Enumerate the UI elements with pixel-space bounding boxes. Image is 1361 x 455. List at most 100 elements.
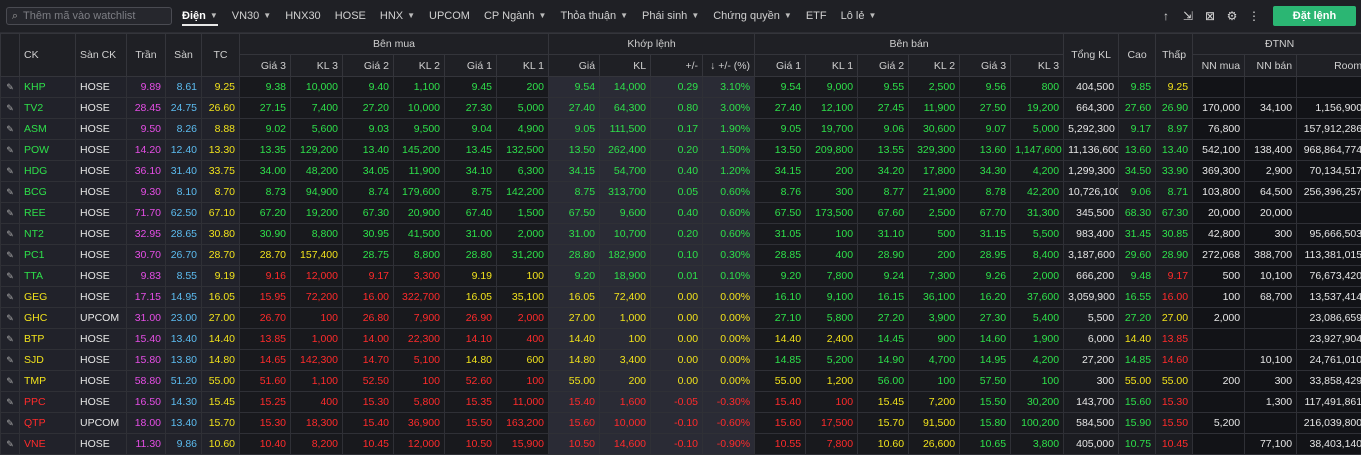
pin-icon[interactable]: ✎ (0, 412, 20, 434)
buy-cell[interactable]: 35,100 (495, 286, 550, 308)
sell-header-4[interactable]: Giá 3 (959, 54, 1012, 77)
pin-icon[interactable]: ✎ (0, 160, 20, 182)
sell-cell[interactable]: 11,900 (908, 97, 961, 119)
sell-cell[interactable]: 4,700 (908, 349, 961, 371)
buy-cell[interactable]: 1,500 (495, 202, 550, 224)
pin-icon[interactable]: ✎ (0, 349, 20, 371)
tab-2[interactable]: HNX30 (285, 0, 320, 32)
sell-cell[interactable]: 100 (805, 223, 859, 245)
sell-cell[interactable]: 4,200 (1010, 160, 1065, 182)
buy-cell[interactable]: 8.75 (444, 181, 497, 203)
table-row[interactable]: ✎ PPC HOSE 16.50 14.30 15.45 15.25 400 15.30 5,80… (0, 391, 1361, 413)
sell-cell[interactable]: 14.85 (754, 349, 807, 371)
sell-cell[interactable]: 9.06 (857, 118, 910, 140)
buy-cell[interactable]: 27.20 (342, 97, 394, 119)
sell-cell[interactable]: 500 (908, 223, 961, 245)
sell-cell[interactable]: 2,000 (1010, 265, 1065, 287)
buy-cell[interactable]: 30.90 (239, 223, 291, 245)
sell-cell[interactable]: 30,600 (908, 118, 961, 140)
sell-cell[interactable]: 2,500 (908, 76, 961, 98)
buy-header-5[interactable]: KL 1 (495, 54, 550, 77)
buy-cell[interactable]: 26.90 (444, 307, 497, 329)
sell-header-5[interactable]: KL 3 (1010, 54, 1065, 77)
sell-cell[interactable]: 31.10 (857, 223, 910, 245)
sell-cell[interactable]: 31.05 (754, 223, 807, 245)
sell-cell[interactable]: 8.77 (857, 181, 910, 203)
pin-icon[interactable]: ✎ (0, 307, 20, 329)
buy-cell[interactable]: 9.04 (444, 118, 497, 140)
sell-cell[interactable]: 15.70 (857, 412, 910, 434)
sell-cell[interactable]: 1,147,600 (1010, 139, 1065, 161)
sell-cell[interactable]: 100 (805, 391, 859, 413)
sell-cell[interactable]: 10.55 (754, 433, 807, 455)
sell-cell[interactable]: 100 (908, 370, 961, 392)
buy-cell[interactable]: 27.15 (239, 97, 291, 119)
header-high[interactable]: Cao (1118, 33, 1157, 77)
header-low[interactable]: Thấp (1155, 33, 1194, 77)
sell-header-2[interactable]: Giá 2 (857, 54, 910, 77)
buy-cell[interactable]: 10,000 (393, 97, 445, 119)
stock-symbol[interactable]: ASM (19, 118, 76, 140)
stock-symbol[interactable]: PPC (19, 391, 76, 413)
header-ck[interactable]: CK (19, 33, 76, 77)
sell-cell[interactable]: 209,800 (805, 139, 859, 161)
sell-cell[interactable]: 9.26 (959, 265, 1012, 287)
sell-cell[interactable]: 7,200 (908, 391, 961, 413)
sell-cell[interactable]: 28.95 (959, 244, 1012, 266)
sell-cell[interactable]: 8.76 (754, 181, 807, 203)
table-row[interactable]: ✎ SJD HOSE 15.80 13.80 14.80 14.65 142,300 14.70… (0, 349, 1361, 371)
match-header-3[interactable]: ↓ +/- (%) (702, 54, 756, 77)
sell-cell[interactable]: 91,500 (908, 412, 961, 434)
sell-cell[interactable]: 2,400 (805, 328, 859, 350)
sell-cell[interactable]: 15.40 (754, 391, 807, 413)
match-header-1[interactable]: KL (599, 54, 652, 77)
tab-9[interactable]: Chứng quyền ▼ (713, 0, 792, 32)
sell-cell[interactable]: 67.50 (754, 202, 807, 224)
sell-cell[interactable]: 329,300 (908, 139, 961, 161)
buy-header-2[interactable]: Giá 2 (342, 54, 394, 77)
sell-cell[interactable]: 14.45 (857, 328, 910, 350)
sell-cell[interactable]: 8,400 (1010, 244, 1065, 266)
table-row[interactable]: ✎ POW HOSE 14.20 12.40 13.30 13.35 129,200 13.40… (0, 139, 1361, 161)
buy-cell[interactable]: 1,100 (393, 76, 445, 98)
sell-cell[interactable]: 37,600 (1010, 286, 1065, 308)
sell-cell[interactable]: 31,300 (1010, 202, 1065, 224)
buy-cell[interactable]: 15.40 (342, 412, 394, 434)
buy-cell[interactable]: 16.00 (342, 286, 394, 308)
tab-6[interactable]: CP Ngành ▼ (484, 0, 546, 32)
table-row[interactable]: ✎ TTA HOSE 9.83 8.55 9.19 9.16 12,000 9.17 3,300 9… (0, 265, 1361, 287)
buy-cell[interactable]: 1,000 (290, 328, 343, 350)
sell-cell[interactable]: 5,000 (1010, 118, 1065, 140)
sell-cell[interactable]: 5,200 (805, 349, 859, 371)
table-row[interactable]: ✎ ASM HOSE 9.50 8.26 8.88 9.02 5,600 9.03 9,500 9.… (0, 118, 1361, 140)
buy-header-0[interactable]: Giá 3 (239, 54, 291, 77)
buy-cell[interactable]: 41,500 (393, 223, 445, 245)
buy-cell[interactable]: 8,800 (393, 244, 445, 266)
buy-cell[interactable]: 132,500 (495, 139, 550, 161)
buy-cell[interactable]: 48,200 (290, 160, 343, 182)
buy-cell[interactable]: 14.10 (444, 328, 497, 350)
table-row[interactable]: ✎ HDG HOSE 36.10 31.40 33.75 34.00 48,200 34.05 1… (0, 160, 1361, 182)
sell-cell[interactable]: 5,500 (1010, 223, 1065, 245)
sell-cell[interactable]: 34.20 (857, 160, 910, 182)
sell-cell[interactable]: 9.05 (754, 118, 807, 140)
stock-symbol[interactable]: BTP (19, 328, 76, 350)
sell-cell[interactable]: 15.80 (959, 412, 1012, 434)
buy-cell[interactable]: 94,900 (290, 181, 343, 203)
buy-cell[interactable]: 2,000 (495, 307, 550, 329)
sell-cell[interactable]: 17,500 (805, 412, 859, 434)
buy-cell[interactable]: 6,300 (495, 160, 550, 182)
buy-cell[interactable]: 67.20 (239, 202, 291, 224)
match-header-2[interactable]: +/- (650, 54, 704, 77)
buy-cell[interactable]: 28.70 (239, 244, 291, 266)
sell-cell[interactable]: 26,600 (908, 433, 961, 455)
buy-cell[interactable]: 9.17 (342, 265, 394, 287)
buy-cell[interactable]: 13.85 (239, 328, 291, 350)
stock-symbol[interactable]: KHP (19, 76, 76, 98)
sell-cell[interactable]: 13.60 (959, 139, 1012, 161)
table-row[interactable]: ✎ GHC UPCOM 31.00 23.00 27.00 26.70 100 26.80 7,9… (0, 307, 1361, 329)
sell-cell[interactable]: 27.50 (959, 97, 1012, 119)
tab-0[interactable]: Điện ▼ (182, 0, 218, 32)
table-row[interactable]: ✎ TMP HOSE 58.80 51.20 55.00 51.60 1,100 52.50 10… (0, 370, 1361, 392)
sell-cell[interactable]: 5,400 (1010, 307, 1065, 329)
